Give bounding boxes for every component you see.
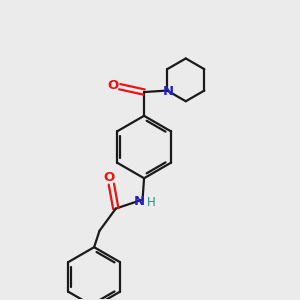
- Text: O: O: [103, 171, 115, 184]
- Text: O: O: [107, 79, 119, 92]
- Text: H: H: [147, 196, 156, 208]
- Text: N: N: [134, 195, 145, 208]
- Text: N: N: [163, 85, 174, 98]
